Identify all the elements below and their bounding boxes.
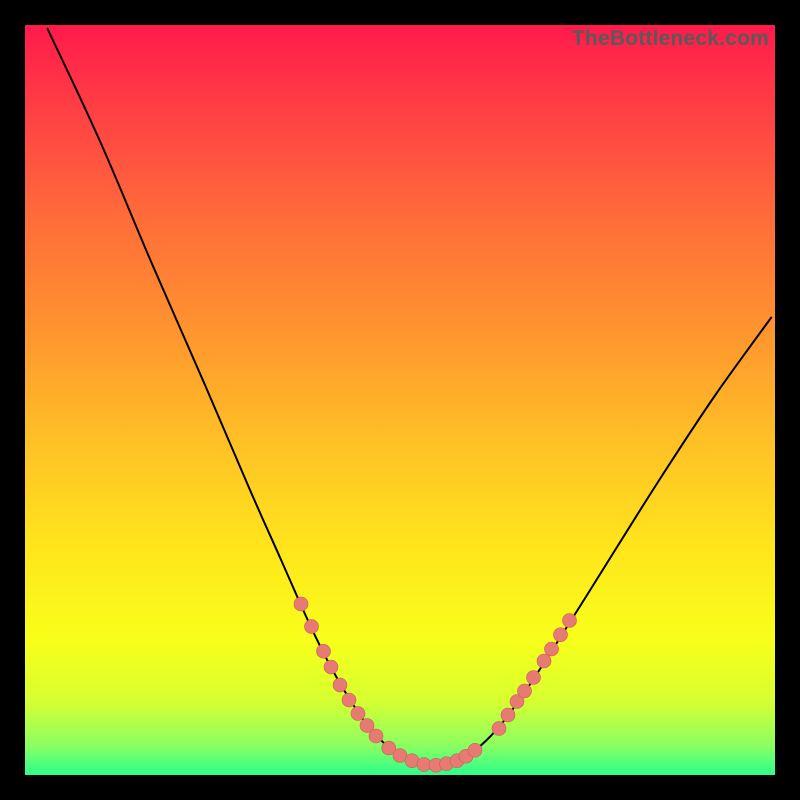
curve-marker <box>333 678 347 692</box>
curve-marker <box>527 671 541 685</box>
curve-marker <box>342 693 356 707</box>
curve-marker <box>369 729 383 743</box>
chart-frame: TheBottleneck.com <box>0 0 800 800</box>
curve-marker <box>501 708 515 722</box>
curve-marker <box>324 660 338 674</box>
bottleneck-curve <box>48 29 772 766</box>
curve-marker <box>492 722 506 736</box>
curve-marker <box>317 644 331 658</box>
curve-marker <box>554 628 568 642</box>
curve-marker <box>305 620 319 634</box>
plot-area: TheBottleneck.com <box>25 25 775 775</box>
curve-marker <box>294 597 308 611</box>
curve-marker <box>518 684 532 698</box>
curve-marker <box>545 642 559 656</box>
curve-marker <box>563 614 577 628</box>
marker-group <box>294 597 577 772</box>
curve-marker <box>351 707 365 721</box>
curve-marker <box>468 743 482 757</box>
curve-layer <box>25 25 775 775</box>
curve-marker <box>537 654 551 668</box>
